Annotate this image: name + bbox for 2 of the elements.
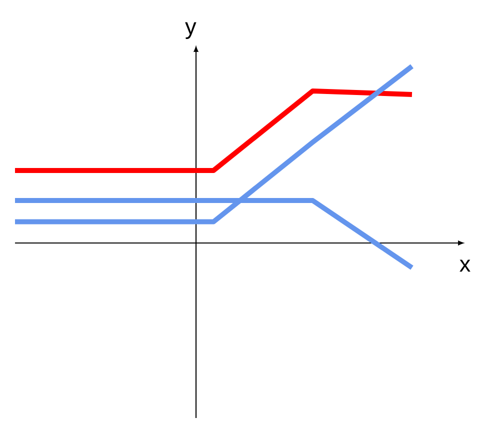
y-axis-title: y (185, 22, 196, 39)
x-axis-title: x (460, 260, 470, 272)
